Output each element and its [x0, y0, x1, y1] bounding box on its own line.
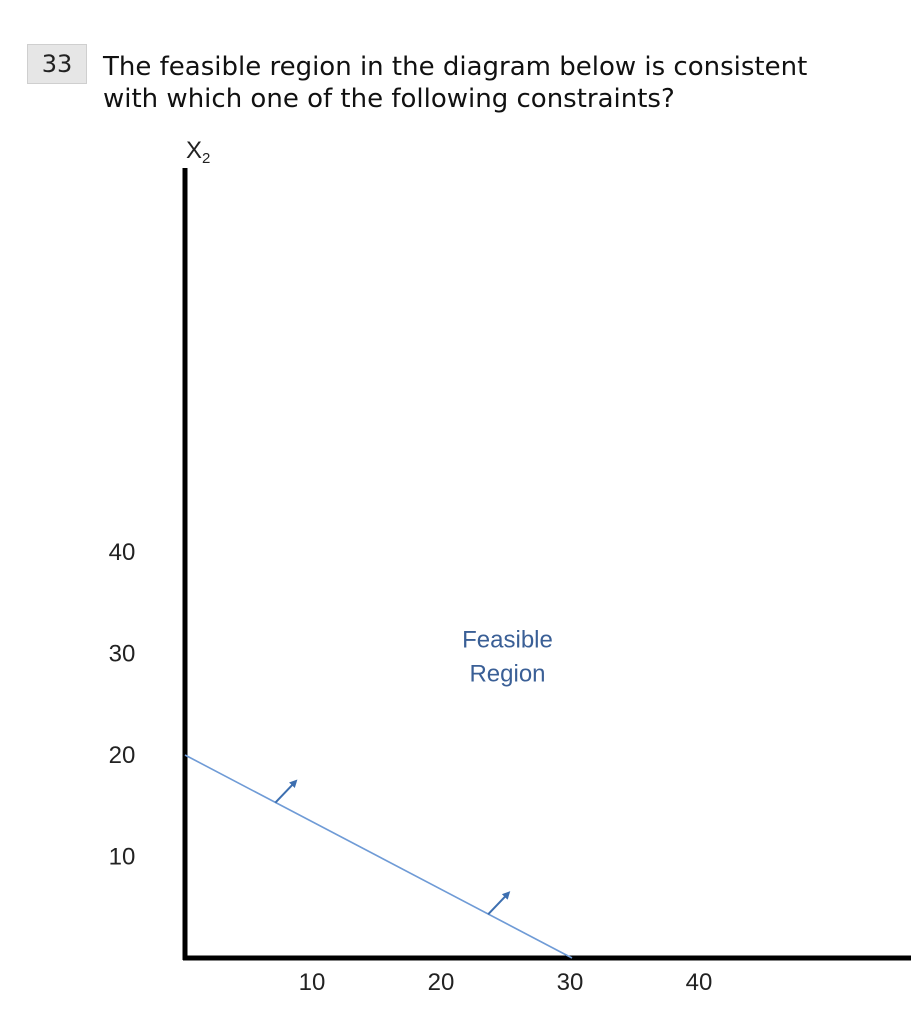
question-text: The feasible region in the diagram below…: [103, 51, 893, 115]
y-tick-label: 40: [109, 539, 136, 566]
y-axis-label: X2: [186, 137, 210, 167]
question-number-badge: 33: [27, 44, 87, 84]
feasible-region-label-line-1: Feasible: [462, 627, 553, 654]
y-tick-labels: 40 30 20 10: [109, 539, 136, 871]
x-tick-labels: 10 20 30 40: [299, 969, 713, 996]
x-tick-label: 10: [299, 969, 326, 996]
y-tick-label: 30: [109, 641, 136, 668]
feasible-direction-arrow: [487, 891, 511, 916]
y-axis-label-main: X: [186, 137, 202, 164]
x-tick-label: 20: [428, 969, 455, 996]
question-text-line-1: The feasible region in the diagram below…: [103, 52, 808, 82]
y-axis-label-subscript: 2: [202, 150, 210, 167]
y-tick-label: 20: [109, 742, 136, 769]
y-tick-label: 10: [109, 844, 136, 871]
question-text-line-2: with which one of the following constrai…: [103, 84, 675, 114]
feasible-direction-arrows: [274, 779, 511, 916]
constraint-line: [184, 754, 573, 959]
feasible-region-label-line-2: Region: [469, 661, 545, 688]
x-tick-label: 30: [557, 969, 584, 996]
x-tick-label: 40: [686, 969, 713, 996]
feasible-direction-arrow: [274, 779, 298, 804]
